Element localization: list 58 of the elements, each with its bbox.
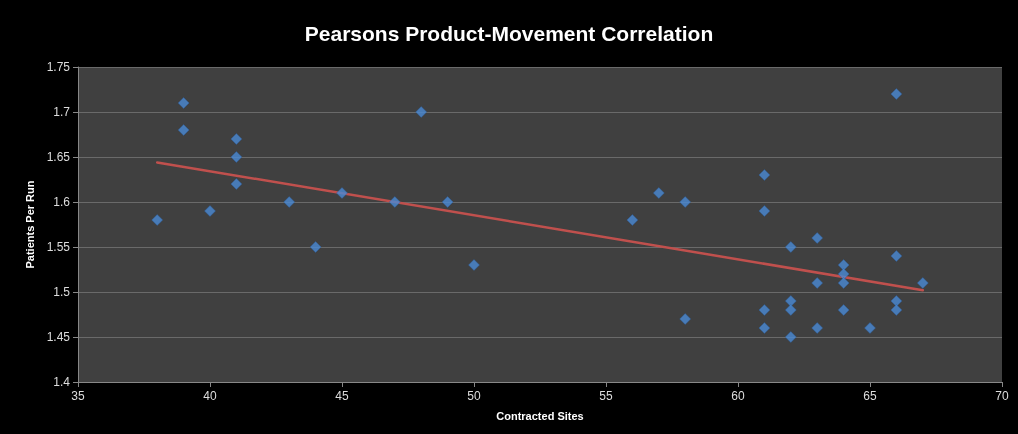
point xyxy=(626,214,639,226)
x-tick-label: 65 xyxy=(863,389,877,403)
point xyxy=(336,187,348,199)
point xyxy=(468,259,480,271)
y-tick-label: 1.65 xyxy=(46,150,71,164)
point xyxy=(283,196,295,208)
point xyxy=(204,205,216,217)
point xyxy=(890,295,903,307)
x-axis-title: Contracted Sites xyxy=(496,409,584,422)
point xyxy=(890,250,903,262)
point xyxy=(177,97,190,109)
point xyxy=(758,205,771,217)
y-tick-label: 1.7 xyxy=(53,105,71,119)
point xyxy=(441,196,454,208)
x-tick-label: 60 xyxy=(731,389,745,403)
point xyxy=(758,169,771,181)
point xyxy=(785,295,797,307)
point xyxy=(230,151,243,163)
point xyxy=(864,322,876,334)
point xyxy=(230,178,243,190)
point xyxy=(811,232,823,244)
y-tick-label: 1.55 xyxy=(46,240,71,254)
point xyxy=(837,259,850,271)
point xyxy=(890,88,903,100)
point xyxy=(837,277,850,289)
point xyxy=(758,322,771,334)
x-tick-label: 35 xyxy=(71,389,85,403)
x-tick-label: 55 xyxy=(599,389,613,403)
y-tick-label: 1.6 xyxy=(53,195,71,209)
point xyxy=(811,277,823,289)
point xyxy=(837,268,850,280)
y-tick-label: 1.5 xyxy=(53,285,71,299)
y-tick-label: 1.75 xyxy=(46,60,71,74)
point xyxy=(389,196,401,208)
chart-title: Pearsons Product-Movement Correlation xyxy=(304,22,714,45)
point xyxy=(177,124,190,136)
point xyxy=(890,304,903,316)
point xyxy=(785,331,797,343)
point xyxy=(758,304,771,316)
y-axis-title: Patients Per Run xyxy=(24,180,37,269)
point xyxy=(917,277,929,289)
point xyxy=(151,214,163,226)
point xyxy=(230,133,243,145)
point xyxy=(837,304,850,316)
point xyxy=(415,106,427,118)
point xyxy=(679,196,691,208)
x-tick-label: 40 xyxy=(203,389,217,403)
point xyxy=(653,187,665,199)
x-tick-label: 70 xyxy=(995,389,1009,403)
point xyxy=(679,313,691,325)
y-tick-label: 1.4 xyxy=(53,375,71,389)
point xyxy=(785,304,797,316)
x-tick-label: 45 xyxy=(335,389,349,403)
point xyxy=(785,241,797,253)
x-tick-label: 50 xyxy=(467,389,481,403)
y-tick-label: 1.45 xyxy=(46,330,71,344)
point xyxy=(811,322,823,334)
point xyxy=(309,241,322,253)
